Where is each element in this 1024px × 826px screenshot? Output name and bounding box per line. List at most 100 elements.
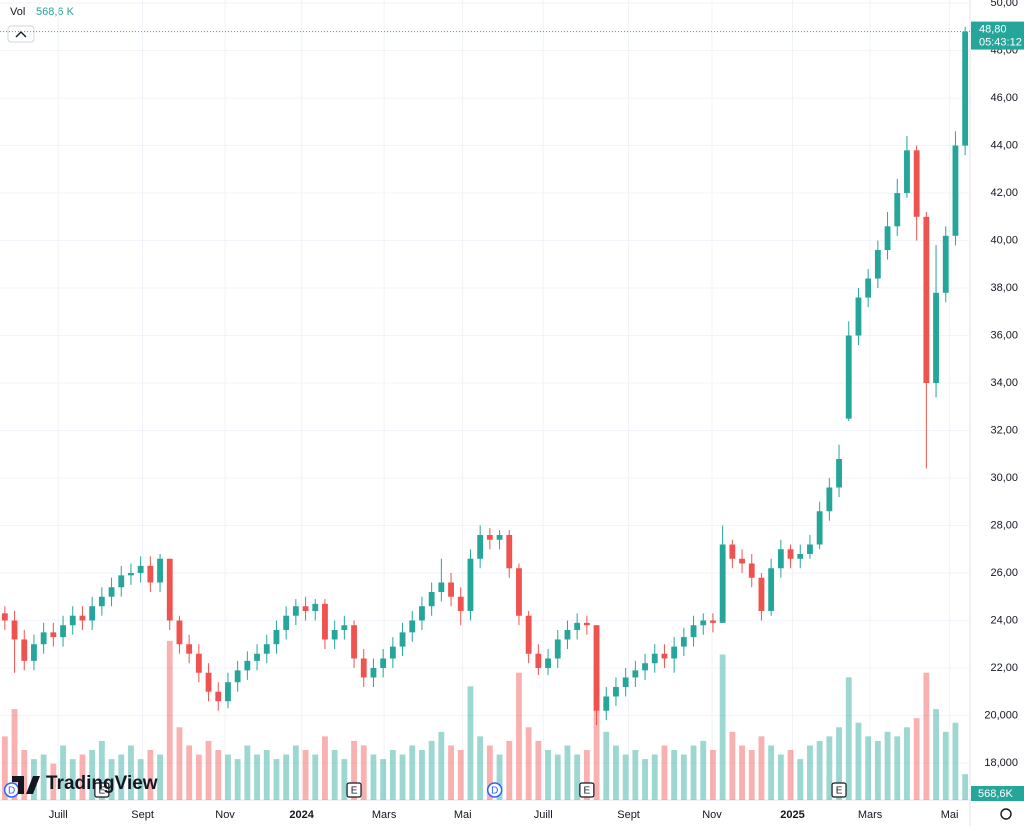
volume-bar: [933, 709, 939, 800]
countdown-label: 05:43:12: [979, 36, 1022, 48]
last-price-label: 48,80: [979, 23, 1007, 35]
volume-bar: [166, 640, 173, 800]
candle-body: [254, 653, 260, 661]
volume-bar: [341, 759, 348, 800]
candle-body: [845, 335, 852, 419]
volume-bar: [409, 745, 416, 800]
candle-body: [865, 278, 872, 298]
candle-body: [186, 644, 193, 654]
volume-bar: [215, 750, 222, 800]
volume-bar: [962, 774, 969, 800]
volume-bar: [739, 745, 745, 800]
earnings-marker: [94, 782, 110, 798]
candle-body: [428, 591, 435, 607]
x-tick-label: Juill: [49, 809, 68, 821]
x-tick-label: 2025: [780, 809, 804, 821]
x-tick-label: Mars: [372, 809, 397, 821]
y-tick-label: 20,000: [984, 709, 1018, 721]
volume-bar: [292, 745, 299, 800]
candle-body: [962, 31, 969, 146]
volume-header-value: 568,6 K: [36, 6, 75, 18]
volume-bar: [108, 759, 115, 800]
volume-bar: [894, 736, 901, 800]
volume-bar: [457, 750, 464, 800]
candle-body: [748, 563, 755, 578]
candle-body: [69, 615, 76, 626]
candle-body: [904, 150, 910, 194]
volume-bar: [865, 736, 872, 800]
grid: [0, 0, 970, 800]
volume-bar: [11, 709, 18, 800]
candle-body: [525, 615, 532, 654]
y-tick-label: 34,00: [990, 377, 1018, 389]
candle-body: [622, 677, 629, 687]
candle-body: [137, 565, 144, 573]
earnings-marker: [346, 782, 362, 798]
candle-body: [797, 553, 804, 559]
volume-bar: [137, 759, 144, 800]
logo-text: TradingView: [46, 773, 158, 794]
earnings-marker: [831, 782, 847, 798]
candle-body: [787, 549, 794, 559]
candle-body: [545, 658, 551, 668]
candle-body: [603, 696, 610, 711]
collapse-button[interactable]: [7, 25, 35, 43]
volume-bar: [816, 740, 823, 800]
volume-bar: [797, 759, 804, 800]
volume-bar: [942, 731, 949, 800]
candle-body: [283, 615, 290, 630]
volume-bar: [525, 727, 532, 800]
candle-body: [758, 577, 765, 611]
volume-bar: [516, 672, 522, 800]
volume-bar: [118, 754, 125, 800]
volume-bar: [79, 754, 86, 800]
candle-body: [486, 534, 493, 540]
x-tick-label: Mai: [941, 809, 959, 821]
volume-bar: [360, 745, 367, 800]
volume-bar: [680, 754, 687, 800]
volume-bar: [545, 750, 551, 800]
volume-bar: [554, 754, 561, 800]
settings-button[interactable]: [1000, 808, 1012, 820]
volume-bar: [40, 754, 47, 800]
logo-icon: [12, 776, 40, 794]
candle-body: [331, 629, 338, 640]
volume-bar: [186, 745, 193, 800]
candle-body: [690, 625, 697, 638]
dividend-marker: [486, 782, 503, 798]
volume-bar: [729, 731, 736, 800]
volume-label-box: [971, 786, 1024, 801]
event-label: E: [584, 786, 591, 797]
volume-bar: [389, 750, 396, 800]
volume-bar: [176, 727, 183, 800]
candle-body: [273, 629, 280, 645]
candle-body: [195, 653, 202, 673]
candle-body: [11, 620, 18, 640]
candle-body: [89, 606, 96, 621]
volume-bar: [506, 740, 513, 800]
volume-bar: [535, 740, 542, 800]
candle-body: [263, 644, 270, 654]
y-tick-label: 32,00: [990, 424, 1018, 436]
candle-body: [516, 568, 522, 616]
volume-bar: [312, 754, 319, 800]
candle-body: [826, 487, 833, 512]
volume-bar: [486, 745, 493, 800]
volume-bar: [603, 731, 610, 800]
volume-bar: [642, 759, 648, 800]
volume-bar: [574, 754, 581, 800]
volume-bar: [428, 740, 435, 800]
candle-body: [651, 653, 658, 664]
candle-body: [98, 596, 105, 607]
volume-bar: [225, 754, 231, 800]
candle-body: [419, 606, 425, 621]
candle-body: [60, 625, 66, 638]
candle-body: [816, 511, 823, 545]
volume-bar: [661, 745, 668, 800]
candle-body: [680, 637, 687, 647]
candle-body: [380, 658, 387, 668]
candle-body: [554, 639, 561, 659]
candle-body: [884, 226, 891, 251]
candle-body: [215, 691, 222, 702]
candle-body: [31, 644, 37, 661]
